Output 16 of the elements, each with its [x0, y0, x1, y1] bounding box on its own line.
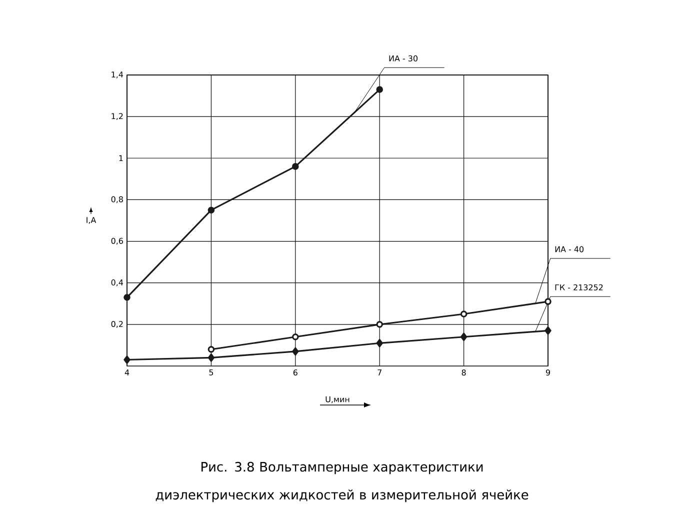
point [208, 346, 215, 353]
point [124, 356, 130, 364]
point [376, 321, 383, 328]
point [376, 338, 383, 348]
point [460, 310, 468, 318]
point [292, 347, 299, 356]
point [460, 332, 468, 342]
point [544, 326, 552, 335]
text: Рис. 3.8 Вольтамперные характеристики диэлектрических жидкостей в измерительной ячейке [156, 462, 528, 502]
point [124, 294, 130, 301]
point [208, 206, 215, 214]
point [544, 298, 552, 305]
point [376, 86, 383, 93]
point [208, 353, 215, 362]
point [292, 163, 299, 170]
point [292, 333, 299, 340]
